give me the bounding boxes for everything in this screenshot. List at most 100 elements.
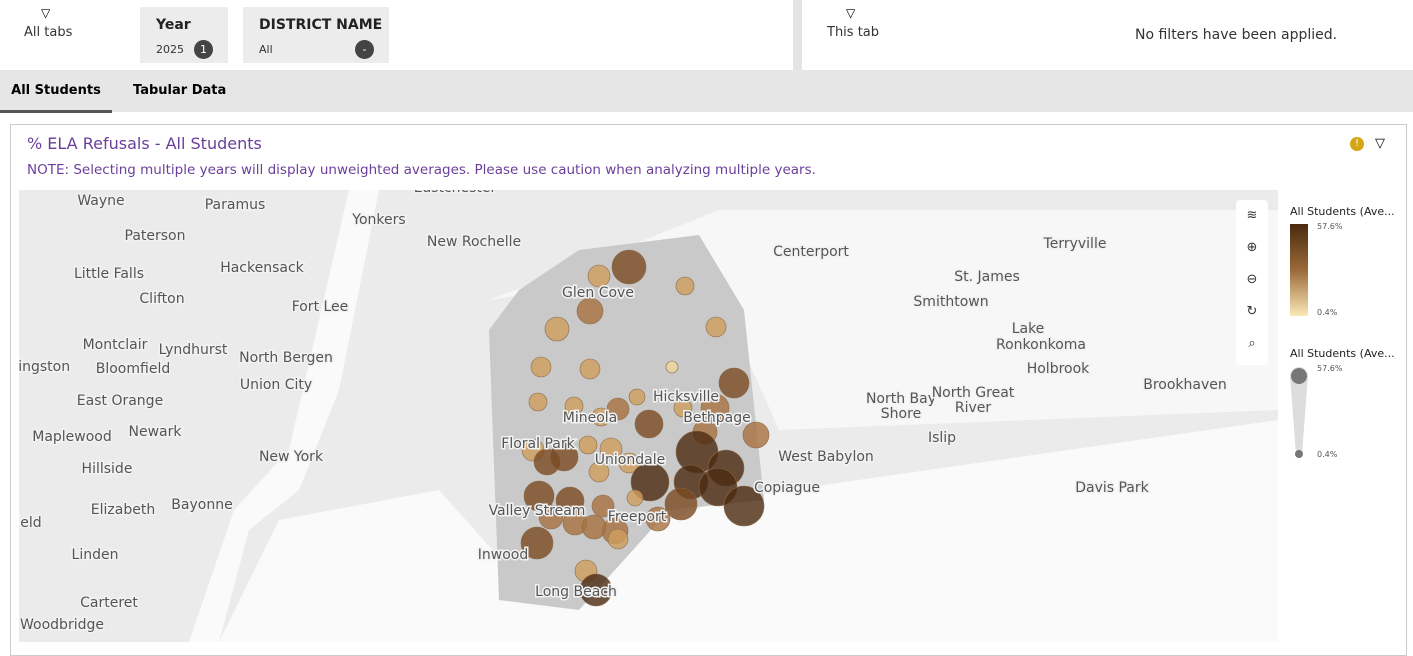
map-label: Valley Stream: [489, 503, 586, 519]
map-label: East Orange: [77, 393, 163, 409]
map-label: Mineola: [563, 410, 618, 426]
map-label: Davis Park: [1075, 480, 1149, 496]
district-bubble[interactable]: [591, 407, 611, 427]
district-bubble[interactable]: [578, 435, 598, 455]
district-bubble[interactable]: [591, 494, 615, 518]
map-toolbar: ≋ ⊕ ⊖ ↻ ⌕: [1236, 200, 1268, 365]
map-label: Terryville: [1043, 236, 1107, 252]
map-label: Little Falls: [74, 266, 144, 282]
map-label: North Great: [932, 385, 1015, 401]
chip-count: 1: [194, 40, 213, 59]
map-label: Long Beach: [535, 584, 617, 600]
district-bubble[interactable]: [523, 480, 555, 512]
district-bubble[interactable]: [665, 360, 679, 374]
color-legend-title: All Students (Ave...: [1290, 205, 1395, 218]
district-bubble[interactable]: [587, 264, 611, 288]
map-label: Copiague: [754, 480, 820, 496]
district-bubble[interactable]: [718, 367, 750, 399]
legend-min: 0.4%: [1317, 450, 1338, 459]
map-label: Elizabeth: [91, 502, 155, 518]
chip-value: 2025: [156, 43, 184, 56]
district-bubble[interactable]: [634, 409, 664, 439]
district-bubble[interactable]: [528, 392, 548, 412]
district-bubble[interactable]: [606, 397, 630, 421]
district-bubble[interactable]: [607, 528, 629, 550]
district-bubble[interactable]: [579, 358, 601, 380]
district-bubble[interactable]: [742, 421, 770, 449]
map-label: Uniondale: [595, 452, 665, 468]
district-bubble[interactable]: [611, 249, 647, 285]
district-bubble[interactable]: [544, 316, 570, 342]
legend-max: 57.6%: [1317, 364, 1343, 373]
district-bubble[interactable]: [530, 356, 552, 378]
map-label: Eastchester: [414, 190, 497, 196]
warning-icon[interactable]: !: [1350, 137, 1364, 151]
map-label: New York: [259, 449, 324, 465]
district-bubble[interactable]: [520, 526, 554, 560]
zoom-out-button[interactable]: ⊖: [1246, 272, 1258, 287]
reset-button[interactable]: ↻: [1246, 304, 1258, 319]
district-bubble[interactable]: [564, 396, 584, 416]
district-bubble[interactable]: [675, 276, 695, 296]
map-label: Wayne: [77, 193, 124, 209]
map-label: Ronkonkoma: [996, 337, 1086, 353]
tab[interactable]: All Students: [0, 80, 112, 113]
map-label: Inwood: [478, 547, 528, 563]
this-tab-label[interactable]: This tab: [827, 25, 880, 40]
map-label: Linden: [72, 547, 119, 563]
map-label: Smithtown: [913, 294, 988, 310]
tab-bar: All Students Tabular Data: [0, 70, 1413, 113]
district-chip[interactable]: DISTRICT NAME All -: [243, 7, 389, 63]
map-label: Freeport: [608, 509, 667, 525]
district-bubble[interactable]: [630, 462, 670, 502]
map-label: Lake: [1012, 321, 1045, 337]
map-label: Islip: [928, 430, 956, 446]
district-bubble[interactable]: [618, 452, 640, 474]
district-bubble[interactable]: [673, 398, 693, 418]
map-label: Brookhaven: [1143, 377, 1227, 393]
map-label: Bayonne: [171, 497, 232, 513]
filter-icon[interactable]: ▽: [1375, 136, 1385, 151]
district-bubble[interactable]: [576, 297, 604, 325]
map-label: Carteret: [80, 595, 138, 611]
district-bubble[interactable]: [628, 388, 646, 406]
district-bubble[interactable]: [645, 506, 671, 532]
chip-title: Year: [156, 17, 191, 33]
district-bubble[interactable]: [700, 393, 730, 423]
filter-icon: ▽: [41, 6, 51, 20]
district-bubble[interactable]: [581, 514, 607, 540]
district-bubble[interactable]: [538, 504, 564, 530]
year-chip[interactable]: Year 2025 1: [140, 7, 228, 63]
chip-count: -: [355, 40, 374, 59]
all-tabs-label[interactable]: All tabs: [24, 25, 73, 40]
district-bubble[interactable]: [579, 573, 613, 607]
search-button[interactable]: ⌕: [1248, 336, 1256, 351]
district-bubble[interactable]: [626, 489, 644, 507]
tab[interactable]: Tabular Data: [133, 83, 227, 98]
map-label: ield: [19, 515, 42, 531]
size-legend-title: All Students (Ave...: [1290, 347, 1395, 360]
map-label: West Babylon: [778, 449, 874, 465]
district-bubble[interactable]: [664, 487, 698, 521]
map-label: Hicksville: [653, 389, 719, 405]
map-label: Bloomfield: [96, 361, 170, 377]
map-label: North Bergen: [239, 350, 333, 366]
map-label: Union City: [240, 377, 312, 393]
district-bubble[interactable]: [549, 442, 579, 472]
widget-title: % ELA Refusals - All Students: [27, 134, 262, 153]
chip-title: DISTRICT NAME: [259, 17, 383, 33]
layers-button[interactable]: ≋: [1246, 208, 1258, 223]
zoom-in-button[interactable]: ⊕: [1246, 240, 1258, 255]
map-label: Shore: [881, 406, 921, 422]
map-label: Holbrook: [1027, 361, 1090, 377]
ocean: [219, 420, 1278, 642]
district-bubble[interactable]: [723, 485, 765, 527]
district-bubble[interactable]: [588, 461, 610, 483]
district-bubble[interactable]: [599, 437, 623, 461]
map-label: Paterson: [125, 228, 186, 244]
map-label: North Bay: [866, 391, 936, 407]
map: Eastchester Wayne Paramus Yonkers New Rochel…: [19, 190, 1278, 642]
map-label: Glen Cove: [562, 285, 634, 301]
district-bubble[interactable]: [705, 316, 727, 338]
